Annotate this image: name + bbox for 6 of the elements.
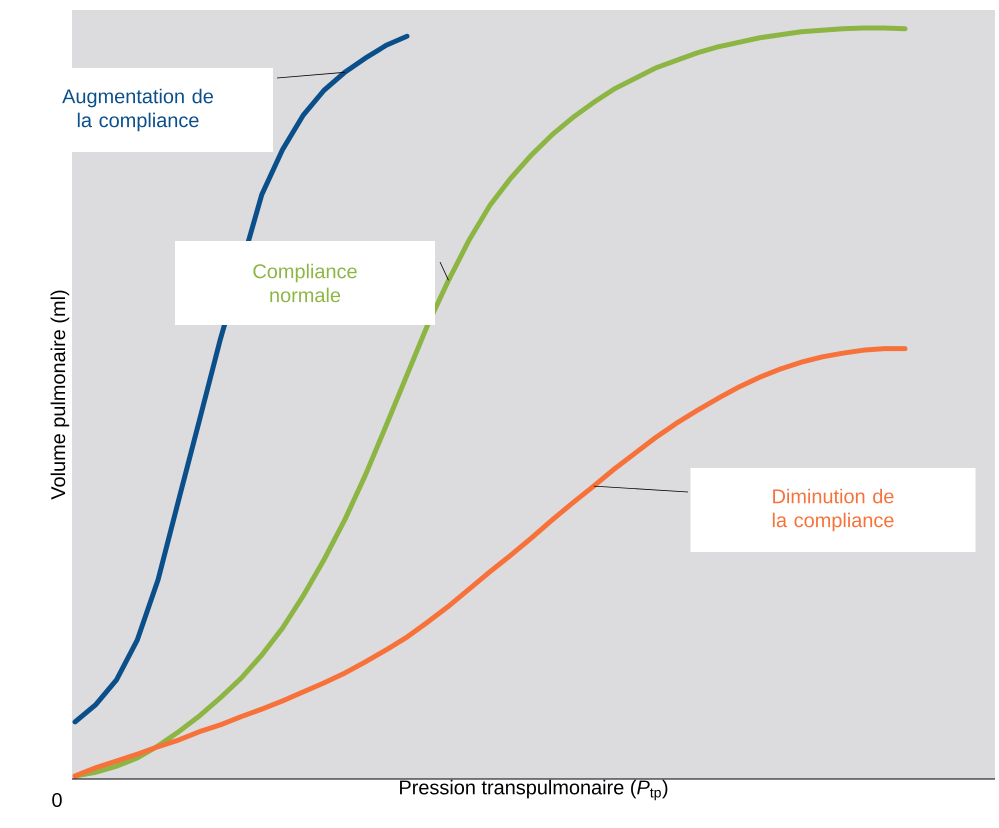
- text: 0: [52, 792, 62, 808]
- text: Diminution de la compliance: [772, 488, 894, 532]
- x-axis-title: Pression transpulmonaire (P$_{tp}$): [400, 780, 668, 800]
- text: Compliance normale: [253, 264, 357, 302]
- y-axis-title: Volume pulmonaire (ml): [50, 290, 70, 500]
- text: Augmentation de la compliance: [62, 88, 213, 132]
